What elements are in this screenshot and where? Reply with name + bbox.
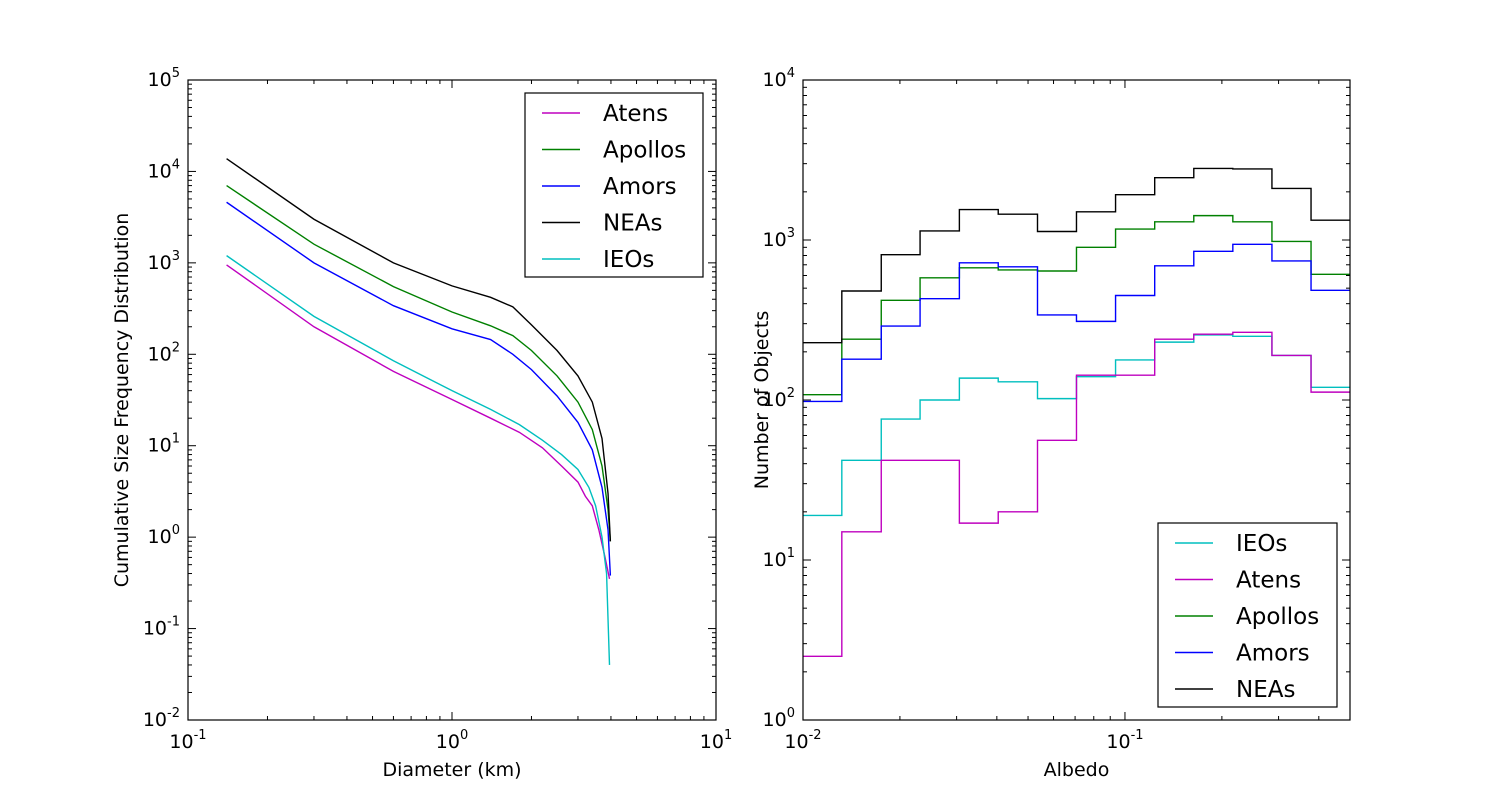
legend-label-ieos: IEOs <box>1236 531 1287 557</box>
y-axis-label: Number of Objects <box>751 311 773 490</box>
y-tick-label: 103 <box>763 226 795 251</box>
size-distribution-chart: 10-1 100 10110-210-1100101102103104105Diam… <box>111 66 732 781</box>
y-tick-label: 103 <box>148 249 180 274</box>
y-tick-label: 100 <box>148 523 180 548</box>
legend-label-amors: Amors <box>1236 641 1310 667</box>
x-tick-label: 100 <box>436 728 468 753</box>
x-tick-label: 10-1 <box>169 728 206 753</box>
legend-label-atens: Atens <box>1236 568 1301 594</box>
legend-label-neas: NEAs <box>603 211 662 237</box>
legend-box <box>1157 522 1338 708</box>
series-line-apollos <box>803 214 1350 396</box>
y-tick-label: 10-1 <box>143 615 180 640</box>
series-line-ieos <box>226 255 611 665</box>
legend-label-atens: Atens <box>603 101 668 127</box>
y-tick-label: 101 <box>148 432 180 457</box>
series-line-amors <box>226 201 612 576</box>
legend-label-ieos: IEOs <box>603 247 654 273</box>
plot-area <box>803 167 1350 658</box>
y-axis-label: Cumulative Size Frequency Distribution <box>111 213 133 588</box>
series-line-atens <box>803 331 1350 658</box>
y-tick-label: 104 <box>763 66 795 91</box>
legend-label-amors: Amors <box>603 174 677 200</box>
plot-area <box>226 158 612 665</box>
ticks <box>802 79 1351 721</box>
x-tick-label: 101 <box>700 728 732 753</box>
x-axis-label: Albedo <box>1044 759 1110 781</box>
series-line-apollos <box>226 185 612 542</box>
y-tick-label: 102 <box>763 386 795 411</box>
legend-label-apollos: Apollos <box>603 138 686 164</box>
legend: IEOs Atens Apollos Amors NEAs <box>1157 522 1338 708</box>
series-line-neas <box>226 158 612 542</box>
legend-label-apollos: Apollos <box>1236 604 1319 630</box>
x-tick-label: 10-1 <box>1106 728 1143 753</box>
x-axis-label: Diameter (km) <box>382 759 521 781</box>
ticks <box>187 79 717 721</box>
y-tick-label: 105 <box>148 66 180 91</box>
series-line-atens <box>226 264 611 579</box>
series-line-amors <box>803 243 1350 403</box>
y-tick-label: 10-2 <box>143 706 180 731</box>
x-tick-label: 10-2 <box>784 728 821 753</box>
series-line-neas <box>803 167 1350 344</box>
legend-box <box>524 92 704 278</box>
legend: Atens Apollos Amors NEAs IEOs <box>524 92 704 278</box>
y-tick-label: 102 <box>148 340 180 365</box>
legend-label-neas: NEAs <box>1236 677 1295 703</box>
y-tick-label: 100 <box>763 706 795 731</box>
y-tick-label: 104 <box>148 157 180 182</box>
y-tick-label: 101 <box>763 546 795 571</box>
albedo-histogram-chart: 10-2 10-1 100 101 102 103 104 Albedo Number of O… <box>751 66 1351 781</box>
